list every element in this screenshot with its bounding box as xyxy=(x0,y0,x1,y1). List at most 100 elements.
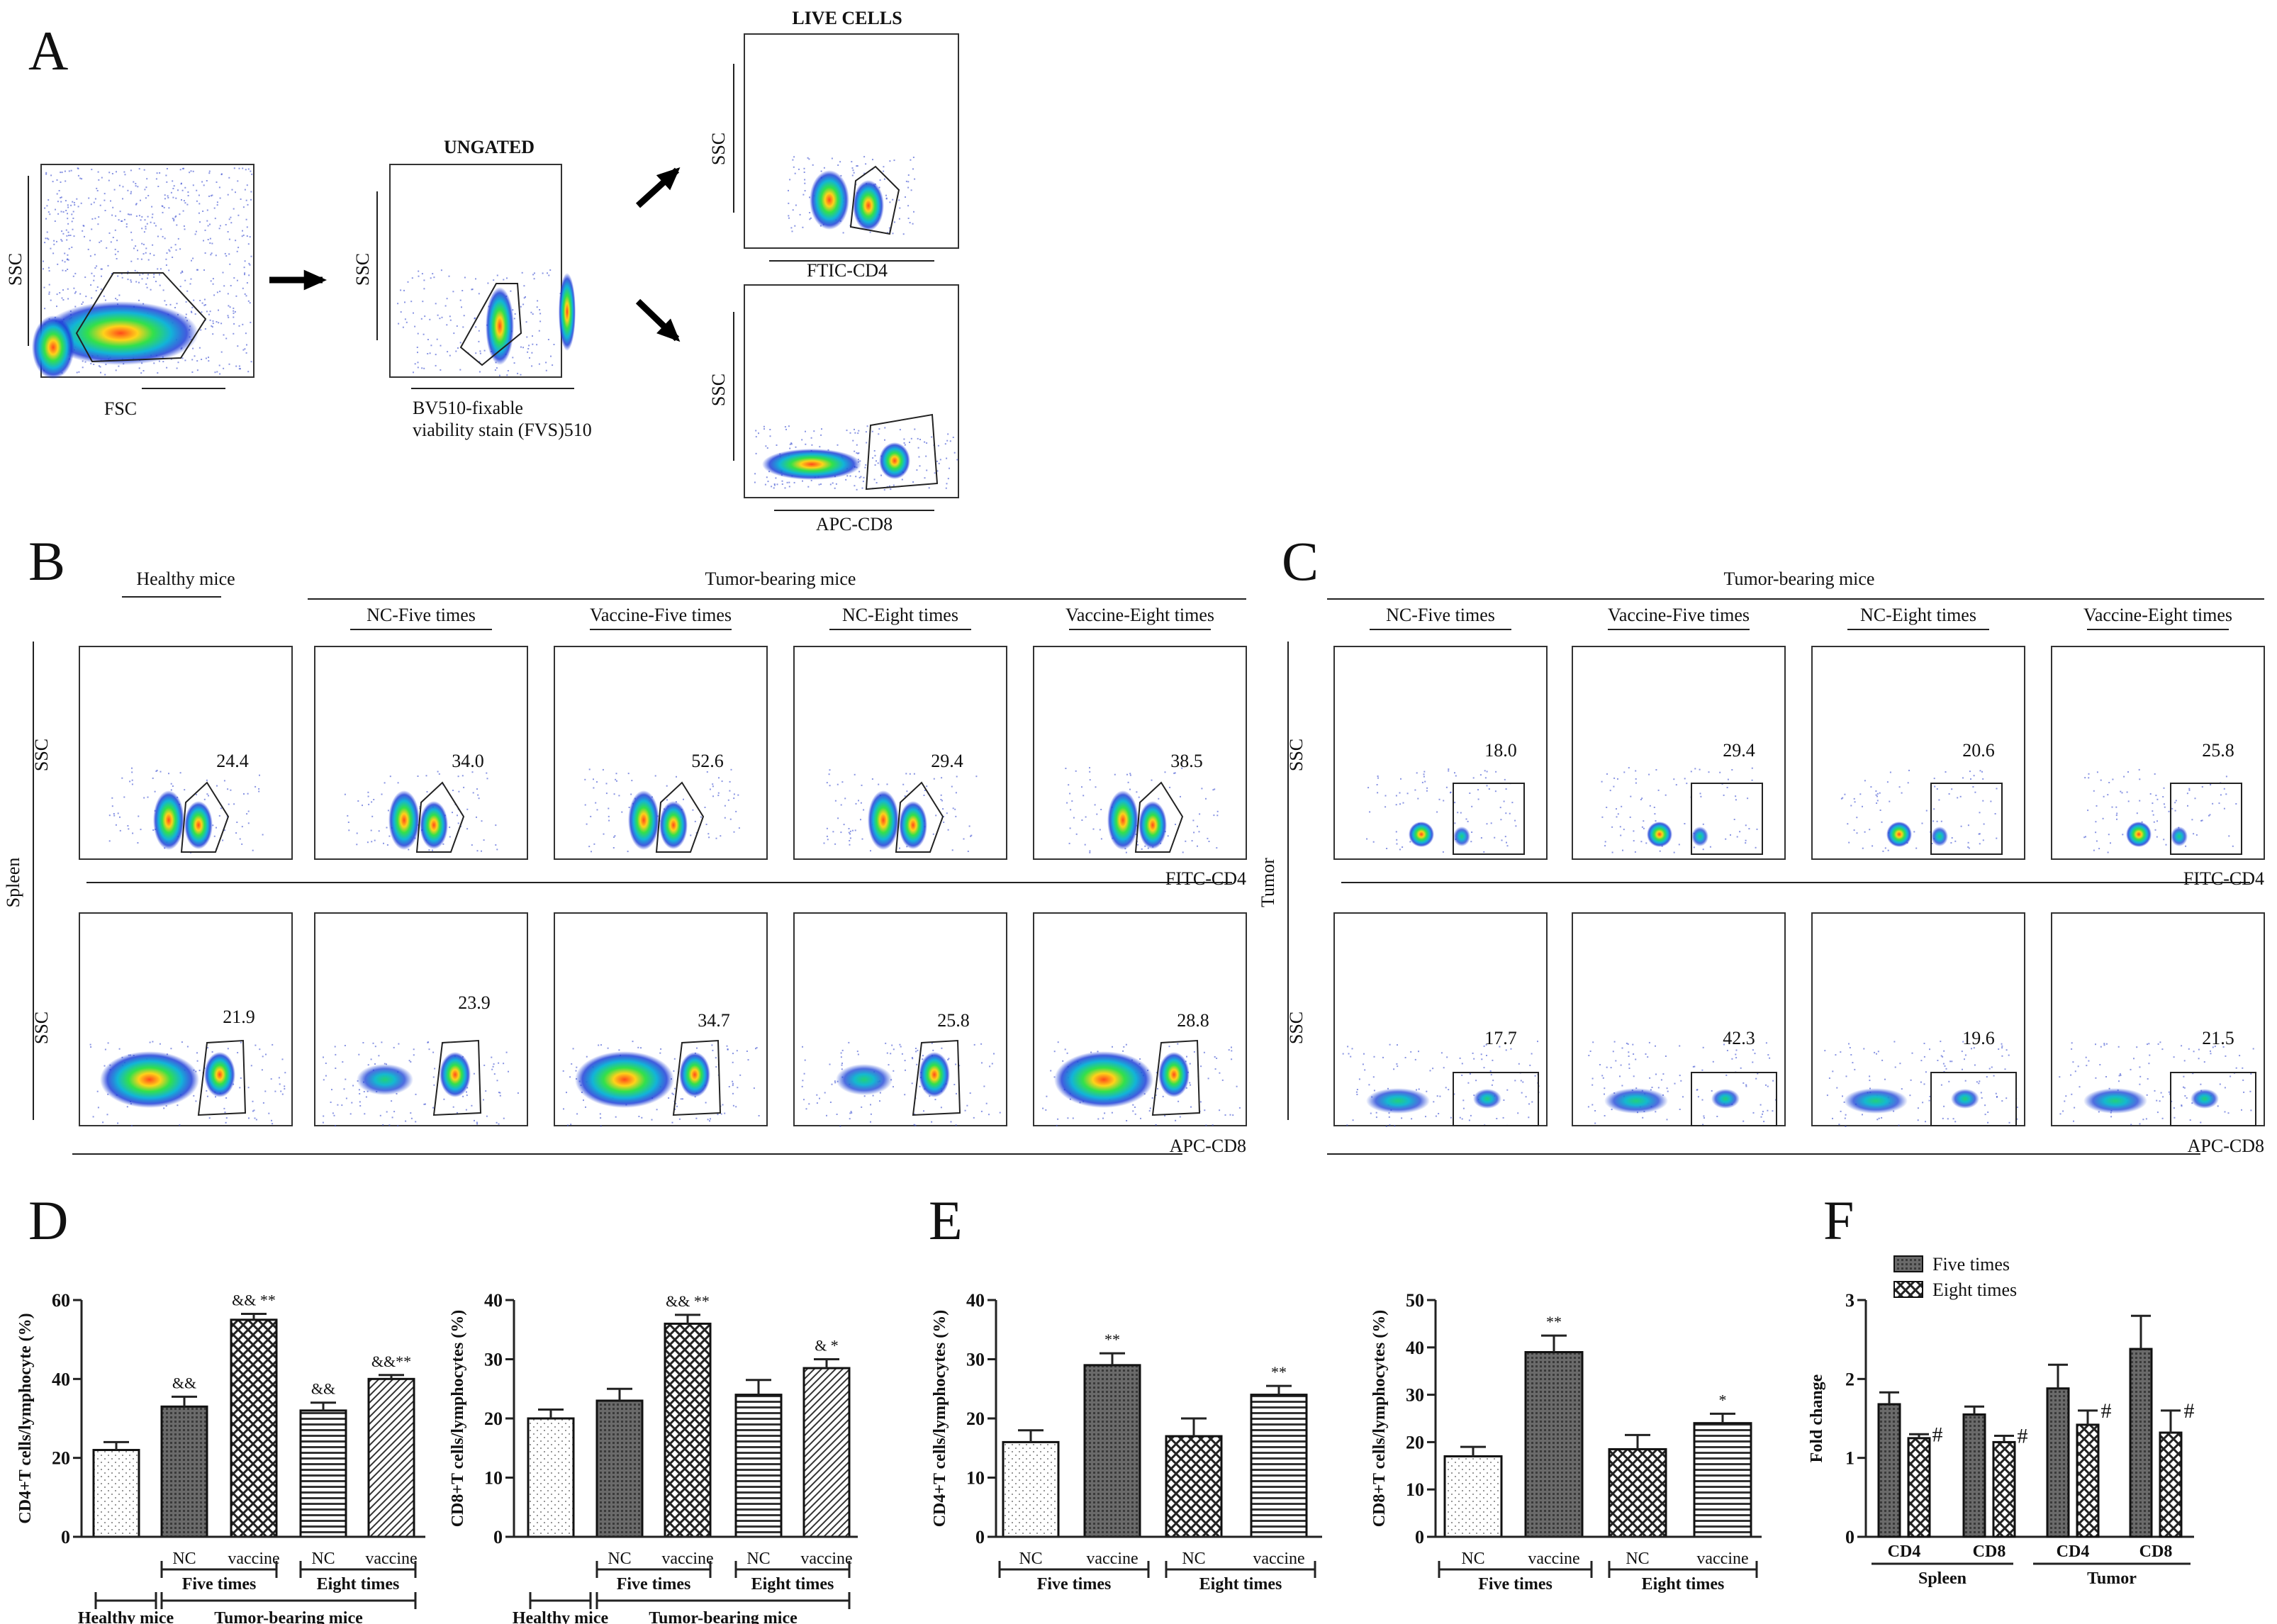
scatter-dot xyxy=(111,797,113,799)
scatter-dot xyxy=(1494,790,1496,793)
scatter-dot xyxy=(2095,831,2097,834)
scatter-dot xyxy=(2116,818,2117,820)
scatter-dot xyxy=(912,1058,914,1060)
scatter-dot xyxy=(370,829,372,831)
scatter-dot xyxy=(65,229,67,231)
scatter-dot xyxy=(115,298,117,300)
scatter-dot xyxy=(1757,1073,1759,1075)
scatter-dot xyxy=(1347,1046,1349,1048)
scatter-dot xyxy=(212,320,214,322)
scatter-dot xyxy=(1439,1095,1441,1097)
scatter-dot xyxy=(673,1070,675,1072)
scatter-dot xyxy=(1486,785,1488,787)
group-label: Eight times xyxy=(1642,1575,1725,1594)
scatter-dot xyxy=(1191,840,1193,842)
cd4-neg-population xyxy=(868,790,899,850)
scatter-dot xyxy=(113,813,115,814)
scatter-dot xyxy=(67,218,69,220)
scatter-dot xyxy=(980,1043,983,1045)
flow-scatter xyxy=(108,767,264,853)
scatter-dot xyxy=(397,782,399,784)
scatter-dot xyxy=(1082,795,1085,797)
scatter-dot xyxy=(1594,1122,1596,1124)
scatter-dot xyxy=(512,309,514,311)
scatter-dot xyxy=(192,347,194,349)
scatter-dot xyxy=(2127,771,2129,773)
scatter-dot xyxy=(386,827,388,829)
scatter-dot xyxy=(567,1124,569,1126)
scatter-dot xyxy=(247,793,249,795)
scatter-dot xyxy=(471,844,473,846)
scatter-dot xyxy=(1454,822,1456,824)
scatter-dot xyxy=(1864,831,1866,833)
scatter-dot xyxy=(84,276,86,279)
scatter-dot xyxy=(2127,800,2130,802)
scatter-dot xyxy=(177,362,179,364)
scatter-dot xyxy=(1981,1097,1983,1099)
scatter-dot xyxy=(332,1112,334,1114)
scatter-dot xyxy=(1990,800,1992,802)
scatter-dot xyxy=(966,1104,968,1107)
scatter-dot xyxy=(219,225,221,227)
plot3-x-label: FTIC-CD4 xyxy=(807,260,888,281)
scatter-dot xyxy=(588,846,591,848)
scatter-dot xyxy=(850,1111,852,1113)
scatter-dot xyxy=(125,225,128,228)
scatter-dot xyxy=(1205,797,1207,800)
flow-scatter xyxy=(1587,1041,1777,1126)
scatter-dot xyxy=(858,800,859,802)
scatter-dot xyxy=(347,822,349,823)
scatter-dot xyxy=(403,289,405,291)
scatter-dot xyxy=(2016,1118,2018,1120)
significance-label: # xyxy=(1932,1423,1943,1446)
scatter-dot xyxy=(912,223,914,225)
scatter-dot xyxy=(1450,792,1451,794)
scatter-dot xyxy=(1949,1060,1952,1063)
scatter-dot xyxy=(246,184,248,186)
scatter-dot xyxy=(1089,771,1091,773)
scatter-dot xyxy=(798,168,800,170)
scatter-dot xyxy=(206,779,208,781)
scatter-dot xyxy=(849,432,851,434)
scatter-dot xyxy=(486,778,488,780)
scatter-dot xyxy=(233,307,235,309)
scatter-dot xyxy=(440,369,442,371)
scatter-dot xyxy=(1483,851,1485,853)
scatter-dot xyxy=(2210,1053,2212,1055)
scatter-dot xyxy=(1396,839,1398,841)
scatter-dot xyxy=(790,227,793,229)
x-axis-label-cd8: APC-CD8 xyxy=(1170,1136,1246,1156)
scatter-dot xyxy=(438,773,440,775)
scatter-dot xyxy=(862,481,864,483)
scatter-dot xyxy=(1954,1121,1957,1123)
scatter-dot xyxy=(1368,1084,1370,1086)
scatter-dot xyxy=(1635,782,1637,784)
scatter-dot xyxy=(172,218,174,220)
scatter-dot xyxy=(2095,1043,2096,1046)
scatter-dot xyxy=(2174,1116,2176,1119)
scatter-dot xyxy=(1604,1093,1605,1095)
scatter-dot xyxy=(764,483,766,486)
scatter-dot xyxy=(539,309,541,310)
scatter-dot xyxy=(197,269,198,271)
scatter-dot xyxy=(1755,1077,1757,1080)
scatter-dot xyxy=(162,211,164,213)
scatter-dot xyxy=(225,337,228,340)
scatter-dot xyxy=(2225,793,2227,795)
scatter-dot xyxy=(463,315,465,317)
scatter-dot xyxy=(871,778,873,780)
scatter-dot xyxy=(1216,810,1219,812)
scatter-dot xyxy=(834,487,836,489)
flow-scatter xyxy=(2083,768,2237,853)
scatter-dot xyxy=(860,476,862,478)
scatter-dot xyxy=(457,814,458,817)
scatter-dot xyxy=(177,189,179,191)
scatter-dot xyxy=(1216,814,1219,817)
scatter-dot xyxy=(1735,1049,1738,1051)
scatter-dot xyxy=(1884,847,1886,849)
scatter-dot xyxy=(2084,777,2086,779)
scatter-dot xyxy=(900,1046,902,1048)
scatter-dot xyxy=(135,245,137,247)
scatter-dot xyxy=(1648,1041,1650,1043)
